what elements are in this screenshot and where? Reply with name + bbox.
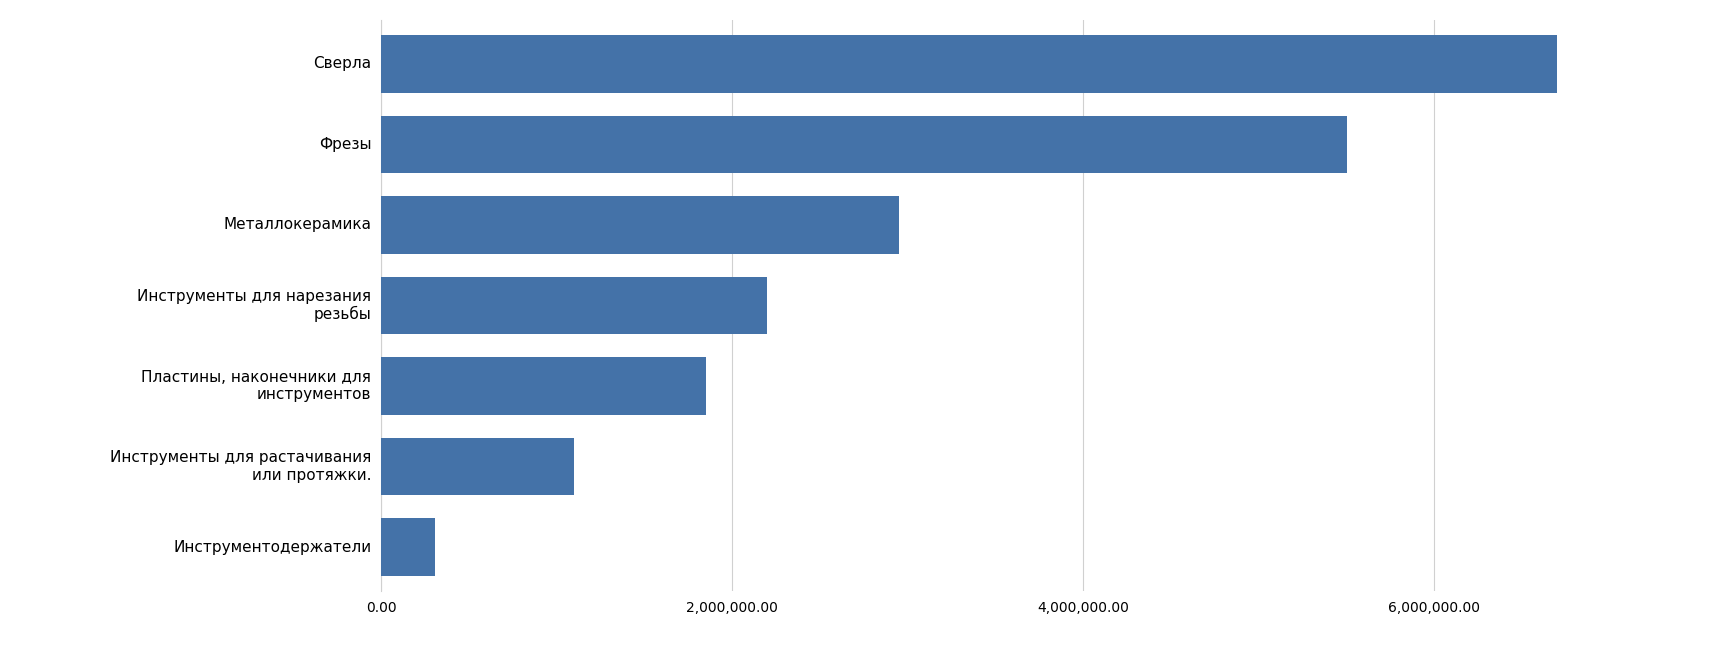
Bar: [381, 35, 1557, 93]
Bar: [381, 518, 435, 576]
Bar: [381, 438, 573, 495]
Bar: [381, 357, 707, 415]
Bar: [381, 116, 1346, 173]
Bar: [381, 277, 767, 334]
Bar: [381, 196, 899, 254]
